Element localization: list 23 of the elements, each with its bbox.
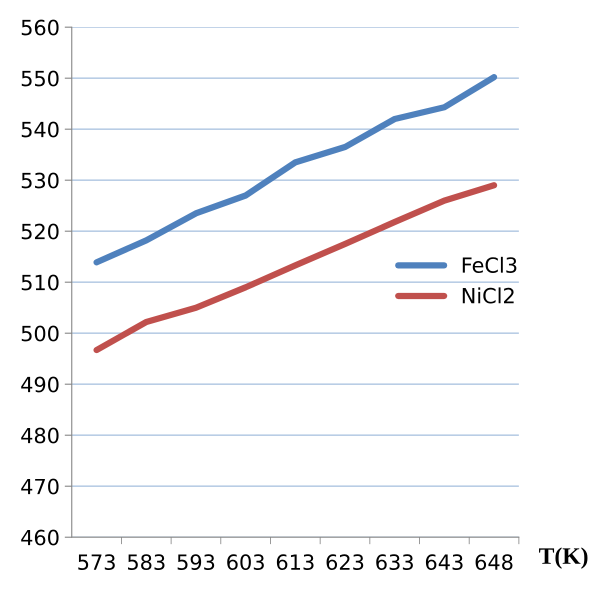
- y-tick-label: 480: [21, 428, 59, 444]
- legend-label: NiCl2: [462, 287, 514, 304]
- y-tick-label: 470: [21, 478, 59, 494]
- y-tick-label: 490: [21, 376, 59, 392]
- x-tick-label: 613: [276, 554, 314, 570]
- x-tick-label: 573: [78, 554, 115, 570]
- y-tick-label: 530: [22, 172, 59, 188]
- x-tick-label: 633: [376, 554, 413, 570]
- x-tick-label: 648: [476, 554, 512, 570]
- y-tick-label: 550: [22, 70, 59, 86]
- y-tick-label: 460: [21, 530, 59, 546]
- x-tick-label: 623: [326, 554, 364, 570]
- x-tick-label: 583: [128, 554, 164, 570]
- y-tick-label: 540: [22, 122, 59, 138]
- y-tick-label: 510: [22, 274, 59, 290]
- y-tick-label: 560: [22, 20, 59, 36]
- y-tick-label: 520: [22, 224, 59, 240]
- x-tick-label: 643: [426, 554, 463, 570]
- legend-label: FeCl3: [462, 256, 516, 273]
- x-tick-label: 603: [227, 554, 264, 570]
- y-tick-label: 500: [22, 326, 59, 342]
- x-tick-label: 593: [178, 554, 214, 570]
- x-axis-title: T(K): [539, 547, 588, 569]
